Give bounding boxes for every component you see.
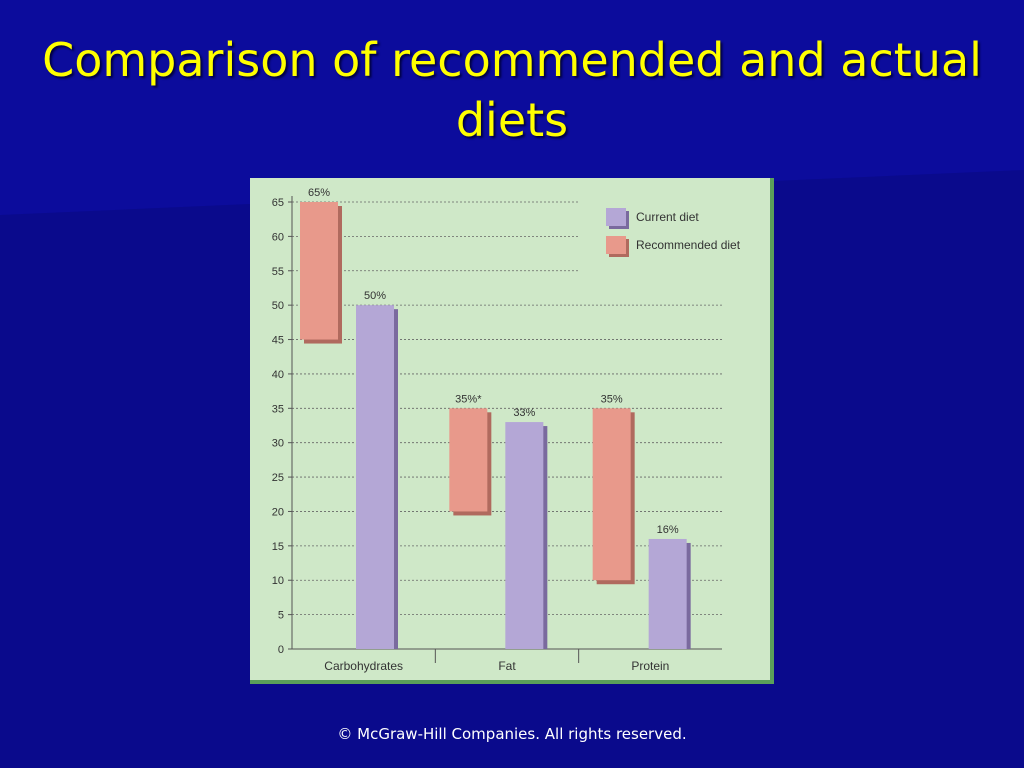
copyright-footer: © McGraw-Hill Companies. All rights rese… xyxy=(337,725,687,743)
legend-swatch xyxy=(606,208,626,226)
y-tick-label: 10 xyxy=(272,575,284,587)
legend: Current diet Recommended diet xyxy=(606,208,741,257)
data-labels: 65% 50% 35%* 33% 35% 16% xyxy=(308,187,679,536)
legend-label: Current diet xyxy=(636,210,699,224)
recommended-value-label: 65% xyxy=(308,187,330,199)
recommended-value-label: 35%* xyxy=(455,393,482,405)
chart-border-right xyxy=(770,178,774,684)
y-tick-label: 55 xyxy=(272,266,284,278)
chart: 0 5 10 15 20 25 30 35 40 45 50 55 60 65 65% 50% 35%* 33%… xyxy=(250,178,774,684)
recommended-bar xyxy=(449,408,488,512)
y-tick-label: 30 xyxy=(272,438,284,450)
current-bar xyxy=(356,305,394,649)
category-label: Carbohydrates xyxy=(324,659,403,673)
y-tick-label: 65 xyxy=(272,197,284,209)
legend-label: Recommended diet xyxy=(636,238,741,252)
category-label: Fat xyxy=(498,659,516,673)
current-bar xyxy=(648,538,687,649)
y-tick-label: 40 xyxy=(272,369,284,381)
recommended-bar xyxy=(592,408,631,581)
current-value-label: 50% xyxy=(364,290,386,302)
y-tick-label: 0 xyxy=(278,644,284,656)
chart-border-bottom xyxy=(250,680,774,684)
current-value-label: 16% xyxy=(657,524,679,536)
y-tick-label: 60 xyxy=(272,231,284,243)
current-value-label: 33% xyxy=(513,407,535,419)
legend-swatch xyxy=(606,236,626,254)
y-tick-label: 25 xyxy=(272,472,284,484)
y-tick-label: 45 xyxy=(272,335,284,347)
y-tick-label: 20 xyxy=(272,506,284,518)
y-tick-label: 15 xyxy=(272,541,284,553)
category-labels: Carbohydrates Fat Protein xyxy=(324,659,669,673)
y-tick-label: 5 xyxy=(278,610,284,622)
y-tick-label: 35 xyxy=(272,403,284,415)
slide-title: Comparison of recommended and actual die… xyxy=(42,33,982,147)
y-axis: 0 5 10 15 20 25 30 35 40 45 50 55 60 65 xyxy=(272,196,722,663)
recommended-value-label: 35% xyxy=(601,393,623,405)
bars xyxy=(300,202,691,649)
recommended-bar xyxy=(300,202,338,340)
category-label: Protein xyxy=(631,659,669,673)
current-bar xyxy=(505,422,544,649)
y-tick-label: 50 xyxy=(272,300,284,312)
